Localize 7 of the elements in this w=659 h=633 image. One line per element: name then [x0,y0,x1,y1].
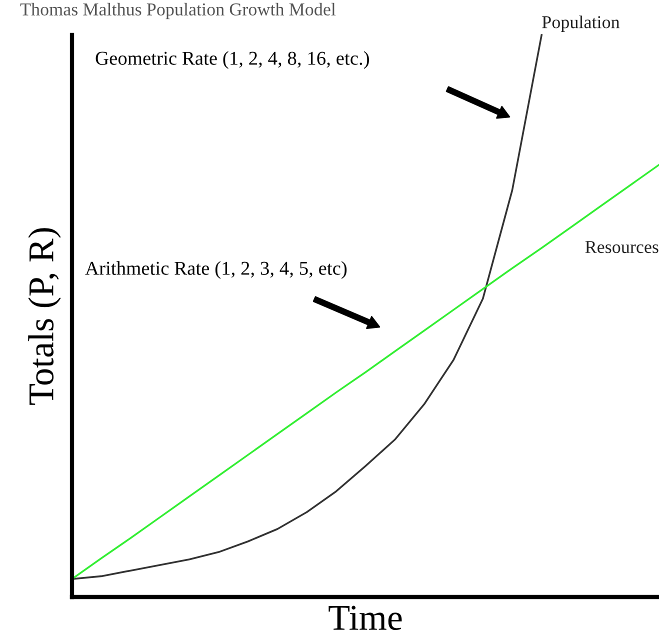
y-axis-title: Totals (P, R) [28,228,61,405]
chart-title: Thomas Malthus Population Growth Model [20,2,336,20]
annotation: Arithmetic Rate (1, 2, 3, 4, 5, etc) [85,261,347,279]
x-axis-title: Time [328,606,402,630]
annotation: Geometric Rate (1, 2, 4, 8, 16, etc.) [96,51,369,69]
series-label: Population [542,16,620,32]
series-label: Resources [585,241,658,254]
